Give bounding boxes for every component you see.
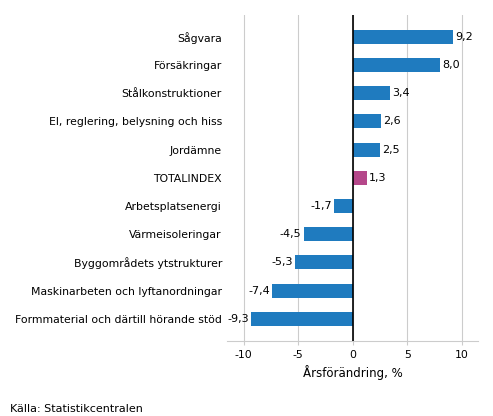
Bar bbox=[352, 58, 440, 72]
Bar bbox=[272, 284, 352, 298]
Text: 3,4: 3,4 bbox=[392, 88, 410, 98]
Bar bbox=[334, 199, 352, 213]
Bar bbox=[352, 143, 380, 157]
Bar bbox=[352, 114, 381, 129]
Bar bbox=[352, 86, 390, 100]
Bar bbox=[251, 312, 352, 326]
Text: 8,0: 8,0 bbox=[442, 60, 459, 70]
Text: 2,5: 2,5 bbox=[382, 145, 400, 155]
Text: 9,2: 9,2 bbox=[455, 32, 473, 42]
X-axis label: Årsförändring, %: Årsförändring, % bbox=[303, 365, 403, 380]
Text: -4,5: -4,5 bbox=[280, 229, 302, 239]
Text: Källa: Statistikcentralen: Källa: Statistikcentralen bbox=[10, 404, 143, 414]
Text: 2,6: 2,6 bbox=[383, 116, 401, 126]
Bar bbox=[304, 227, 352, 241]
Bar bbox=[352, 171, 367, 185]
Text: -9,3: -9,3 bbox=[228, 314, 249, 324]
Text: 1,3: 1,3 bbox=[369, 173, 387, 183]
Text: -1,7: -1,7 bbox=[311, 201, 332, 211]
Text: -5,3: -5,3 bbox=[271, 258, 293, 267]
Bar bbox=[295, 255, 352, 270]
Bar bbox=[352, 30, 453, 44]
Text: -7,4: -7,4 bbox=[248, 286, 270, 296]
